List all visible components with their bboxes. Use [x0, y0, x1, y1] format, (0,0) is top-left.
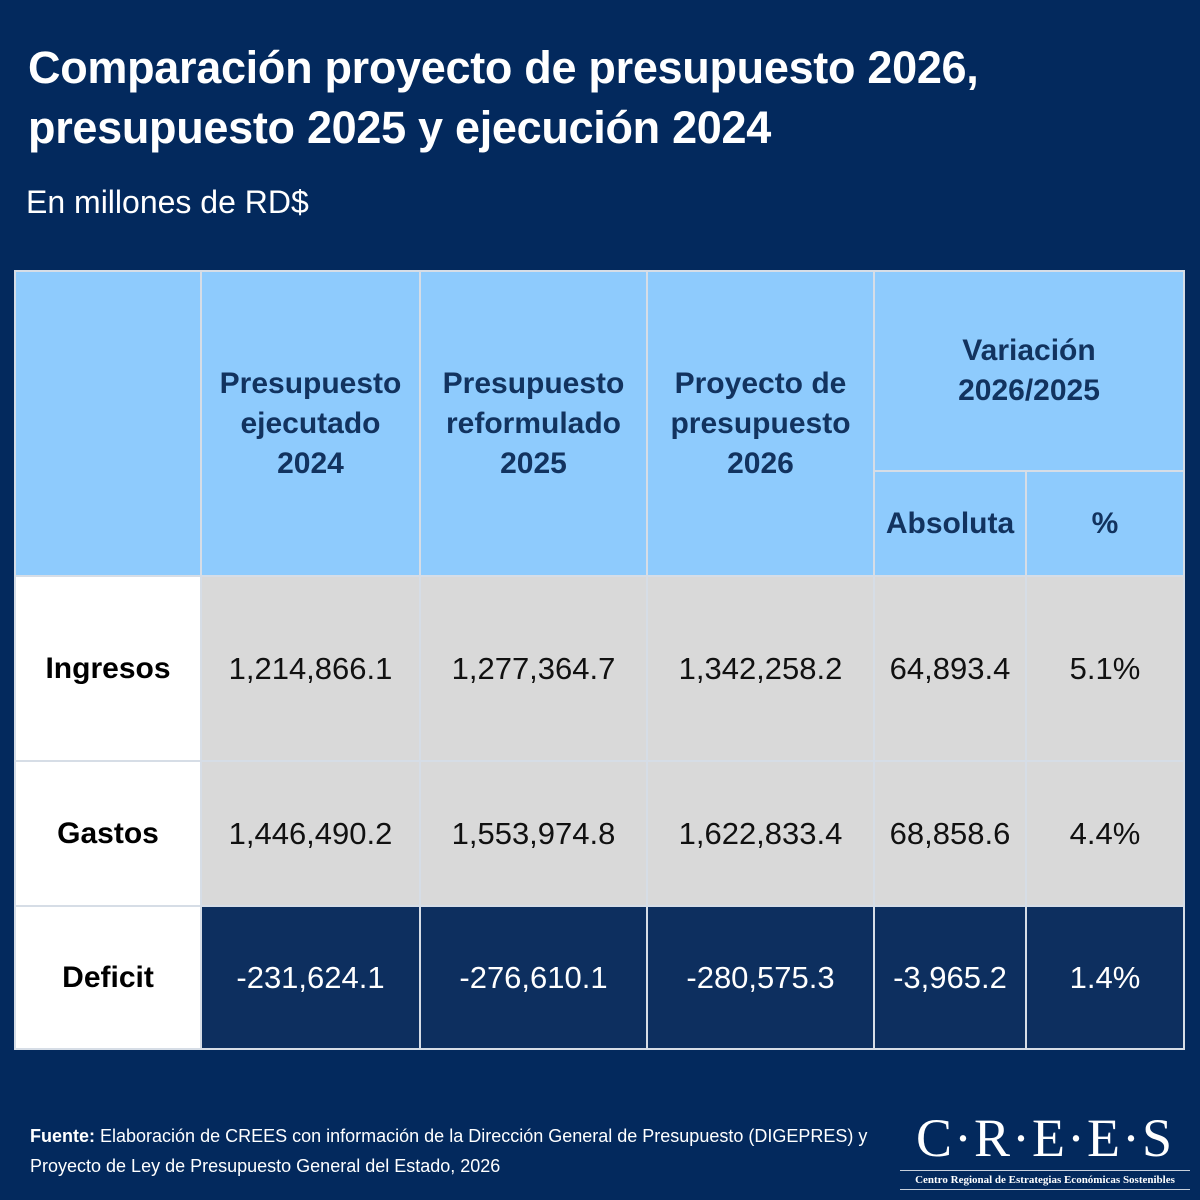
cell: 1,553,974.8 [419, 760, 648, 907]
source-text: Elaboración de CREES con información de … [30, 1126, 868, 1176]
cell: 1.4% [1025, 905, 1185, 1050]
header-2026: Proyecto de presupuesto 2026 [646, 270, 875, 577]
logo-main: C·R·E·E·S [916, 1108, 1174, 1168]
crees-logo: C·R·E·E·S Centro Regional de Estrategias… [900, 1108, 1190, 1190]
source-label: Fuente: [30, 1126, 95, 1146]
row-label: Gastos [14, 760, 202, 907]
budget-table: Presupuesto ejecutado 2024 Presupuesto r… [14, 270, 1185, 1050]
subheader-absoluta: Absoluta [873, 470, 1027, 577]
table-row-deficit: Deficit -231,624.1 -276,610.1 -280,575.3… [14, 905, 1185, 1050]
table-row-gastos: Gastos 1,446,490.2 1,553,974.8 1,622,833… [14, 760, 1185, 907]
cell: 64,893.4 [873, 575, 1027, 762]
header-2024: Presupuesto ejecutado 2024 [200, 270, 421, 577]
cell: 1,342,258.2 [646, 575, 875, 762]
header-empty [14, 270, 202, 577]
page-title: Comparación proyecto de presupuesto 2026… [28, 38, 979, 158]
cell: 1,622,833.4 [646, 760, 875, 907]
cell: 1,446,490.2 [200, 760, 421, 907]
logo-sub: Centro Regional de Estrategias Económica… [900, 1170, 1190, 1190]
table-row-ingresos: Ingresos 1,214,866.1 1,277,364.7 1,342,2… [14, 575, 1185, 762]
source-note: Fuente: Elaboración de CREES con informa… [30, 1121, 870, 1181]
title-line-1: Comparación proyecto de presupuesto 2026… [28, 42, 979, 93]
cell: 68,858.6 [873, 760, 1027, 907]
header-2025: Presupuesto reformulado 2025 [419, 270, 648, 577]
cell: -3,965.2 [873, 905, 1027, 1050]
row-label: Ingresos [14, 575, 202, 762]
cell: 1,277,364.7 [419, 575, 648, 762]
cell: -231,624.1 [200, 905, 421, 1050]
row-label: Deficit [14, 905, 202, 1050]
title-line-2: presupuesto 2025 y ejecución 2024 [28, 102, 771, 153]
subtitle: En millones de RD$ [26, 184, 309, 220]
cell: 4.4% [1025, 760, 1185, 907]
cell: -276,610.1 [419, 905, 648, 1050]
cell: 1,214,866.1 [200, 575, 421, 762]
header-variacion: Variación 2026/2025 [873, 270, 1185, 472]
cell: 5.1% [1025, 575, 1185, 762]
subheader-percent: % [1025, 470, 1185, 577]
cell: -280,575.3 [646, 905, 875, 1050]
